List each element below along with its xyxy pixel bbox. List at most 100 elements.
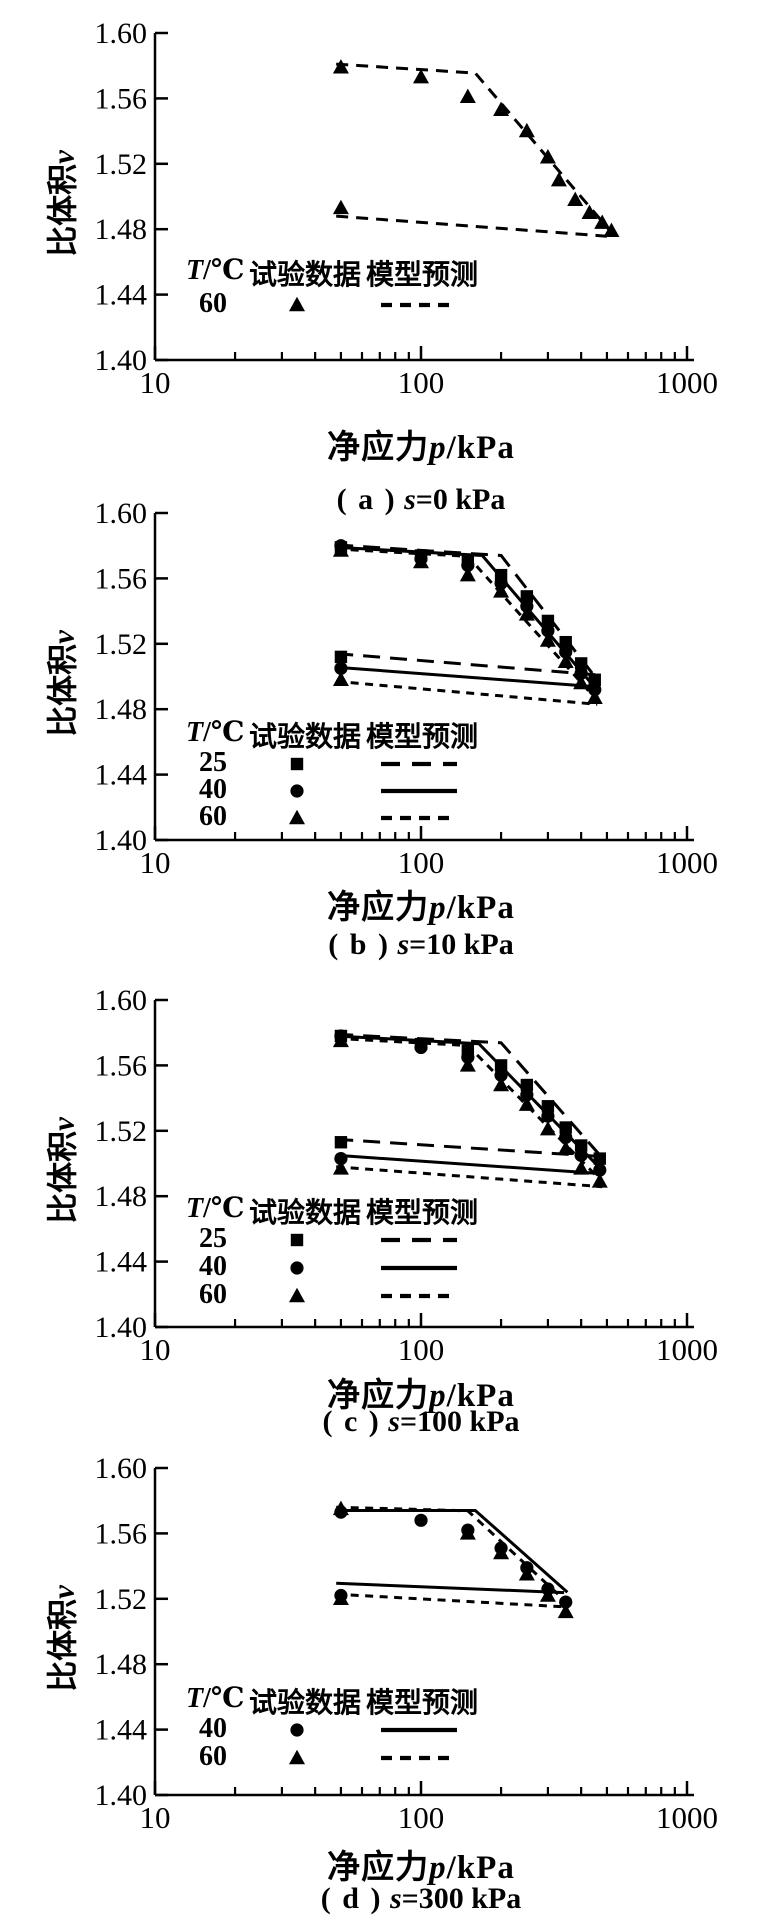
data-point-25C [574,1139,588,1152]
y-tick-label: 1.40 [95,344,148,377]
y-tick-label: 1.44 [95,279,148,312]
data-point-60C [332,542,349,557]
model-rebound-line-40C [336,665,597,689]
data-point-25C [559,635,572,649]
y-tick-label: 1.52 [95,148,148,181]
data-point-60C [332,1500,349,1516]
data-point-40C [541,1109,555,1123]
model-loading-line-60C [336,62,613,234]
data-point-25C [520,590,534,603]
legend-marker-60C [289,809,305,825]
legend-marker-60C [289,296,305,312]
data-point-40C [334,661,348,675]
data-point-60C [413,553,429,569]
data-point-40C [574,1148,588,1162]
data-point-25C [494,1059,508,1072]
data-point-60C [594,214,611,229]
y-tick-label: 1.48 [95,1180,148,1213]
x-tick-label: 10 [140,1800,171,1835]
y-tick-label: 1.44 [95,1246,148,1279]
y-tick-label: 1.56 [95,562,148,595]
y-tick-label: 1.56 [95,1049,148,1082]
data-point-60C [493,1076,510,1092]
x-tick-label: 10 [140,845,171,880]
data-point-25C [593,1152,606,1165]
legend-marker-40C [290,1723,304,1737]
data-point-60C [518,1566,535,1581]
y-tick-label: 1.56 [95,1517,148,1550]
data-point-40C [541,624,555,638]
data-point-60C [518,1096,535,1111]
data-point-60C [518,606,535,621]
data-point-40C [520,1088,534,1102]
data-point-60C [493,583,510,598]
y-tick-label: 1.60 [95,17,148,50]
data-point-60C [539,149,556,164]
model-rebound-line-60C [336,679,598,706]
model-rebound-line-40C [336,1153,602,1176]
y-tick-label: 1.52 [95,1583,148,1616]
data-point-60C [332,1590,349,1605]
legend-marker-40C [290,784,304,798]
x-tick-label: 1000 [656,365,718,400]
legend-marker-25C [290,757,304,771]
data-point-60C [573,674,590,690]
data-point-60C [557,653,574,668]
data-point-60C [539,632,556,647]
model-rebound-line-60C [336,214,608,238]
data-point-40C [461,558,475,572]
data-point-60C [557,1603,574,1619]
y-tick-label: 1.48 [95,213,148,246]
model-rebound-line-60C [336,1592,568,1609]
x-tick-label: 1000 [656,1800,718,1835]
y-tick-label: 1.44 [95,759,148,792]
legend-marker-60C [289,1287,305,1303]
data-point-60C [493,1544,510,1560]
model-loading-line-40C [336,1509,569,1594]
data-point-60C [518,122,535,138]
model-rebound-line-40C [336,1581,565,1595]
data-point-40C [559,1595,573,1609]
y-tick-label: 1.40 [95,1779,148,1812]
data-point-40C [414,1040,428,1055]
y-tick-label: 1.56 [95,82,148,115]
x-tick-label: 10 [140,1332,171,1367]
data-point-60C [581,204,598,220]
data-point-60C [459,88,476,103]
y-tick-label: 1.60 [95,497,148,530]
y-tick-label: 1.40 [95,824,148,857]
data-point-60C [332,1160,349,1175]
data-point-25C [520,1078,534,1092]
data-point-25C [559,1121,572,1134]
x-tick-label: 100 [398,1332,445,1367]
legend-marker-40C [290,1261,304,1275]
model-loading-line-60C [336,1505,569,1605]
y-tick-label: 1.52 [95,628,148,661]
data-point-25C [588,673,601,686]
data-point-40C [334,1151,348,1166]
model-rebound-line-25C [336,652,598,677]
data-point-60C [332,671,349,686]
data-point-60C [557,1140,574,1155]
data-point-60C [459,566,476,582]
data-point-60C [459,1525,476,1540]
legend-marker-25C [290,1233,304,1247]
data-point-60C [332,199,349,215]
y-tick-label: 1.48 [95,1648,148,1681]
data-point-40C [559,645,573,659]
data-point-25C [334,1136,348,1149]
data-point-25C [334,650,348,664]
data-point-25C [574,657,588,670]
model-rebound-line-60C [336,1165,603,1189]
data-point-60C [573,1160,590,1175]
x-tick-label: 100 [398,845,445,880]
x-tick-label: 10 [140,365,171,400]
x-tick-label: 1000 [656,845,718,880]
x-tick-label: 100 [398,1800,445,1835]
